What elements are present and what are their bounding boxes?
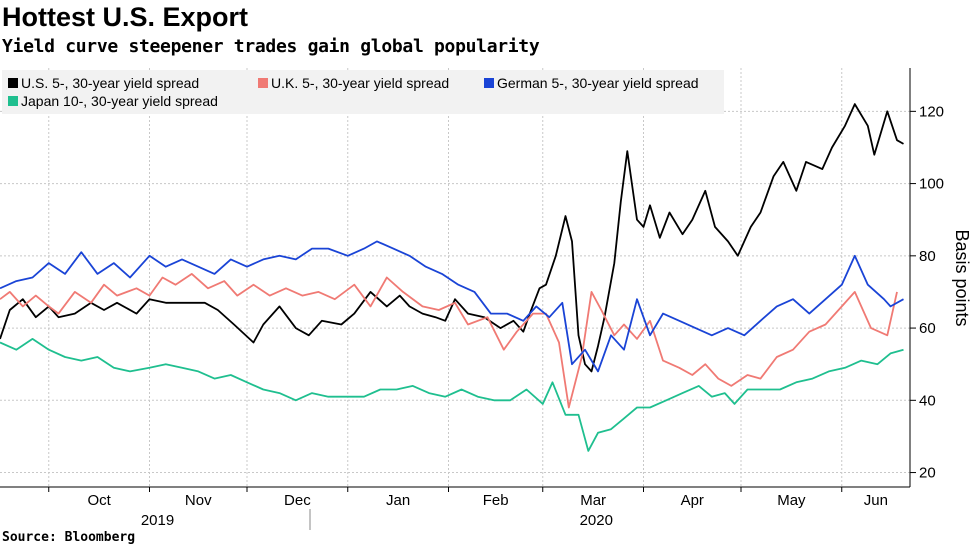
y-tick-label-120: 120 <box>919 103 944 120</box>
x-tick-label-dec: Dec <box>284 492 311 509</box>
legend-background <box>2 70 724 114</box>
y-tick-label-100: 100 <box>919 176 944 193</box>
chart-title: Hottest U.S. Export <box>2 2 249 32</box>
legend-label-1: U.K. 5-, 30-year yield spread <box>271 75 449 91</box>
legend-swatch-3 <box>8 96 18 106</box>
series-line-1 <box>0 273 898 409</box>
x-tick-label-may: May <box>777 492 806 509</box>
axes: 20 40 60 80 100 120 Oct Nov Dec Jan Feb Mar Apr May Ju… <box>0 68 972 530</box>
y-tick-label-60: 60 <box>919 320 936 337</box>
x-tick-label-feb: Feb <box>483 492 509 509</box>
legend-swatch-1 <box>258 78 268 88</box>
series-line-3 <box>0 338 904 452</box>
x-tick-label-jan: Jan <box>386 492 410 509</box>
y-axis-title: Basis points <box>952 229 972 326</box>
x-tick-label-oct: Oct <box>87 492 111 509</box>
year-label-2020: 2020 <box>580 512 613 529</box>
x-tick-label-jun: Jun <box>864 492 888 509</box>
x-tick-label-nov: Nov <box>185 492 212 509</box>
chart-subtitle: Yield curve steepener trades gain global… <box>2 36 540 57</box>
series-line-2 <box>0 240 904 373</box>
series-layer <box>0 103 904 452</box>
legend-swatch-0 <box>8 78 18 88</box>
series-line-0 <box>0 103 904 373</box>
year-label-2019: 2019 <box>141 512 174 529</box>
legend-swatch-2 <box>484 78 494 88</box>
legend: U.S. 5-, 30-year yield spread U.K. 5-, 30… <box>2 70 724 114</box>
legend-label-0: U.S. 5-, 30-year yield spread <box>21 75 199 91</box>
legend-label-2: German 5-, 30-year yield spread <box>497 75 699 91</box>
y-tick-label-80: 80 <box>919 248 936 265</box>
y-tick-label-20: 20 <box>919 465 936 482</box>
x-tick-label-mar: Mar <box>580 492 606 509</box>
y-tick-label-40: 40 <box>919 392 936 409</box>
legend-label-3: Japan 10-, 30-year yield spread <box>21 93 218 109</box>
x-tick-label-apr: Apr <box>681 492 704 509</box>
grid-lines <box>0 68 910 487</box>
source-note: Source: Bloomberg <box>2 530 136 545</box>
